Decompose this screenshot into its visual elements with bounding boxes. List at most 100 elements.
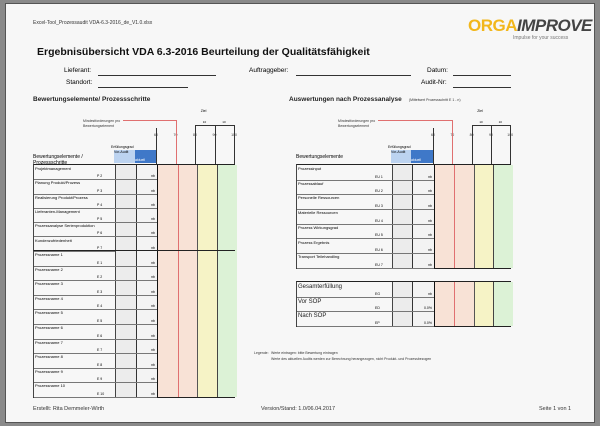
table-row[interactable]: Prozessanalyse Serienproduktion P 6 nb: [34, 222, 157, 238]
row-value: nb: [428, 174, 432, 179]
row-code: EU 1: [375, 174, 383, 179]
yellow-zone: [473, 165, 494, 268]
vor-audit-column: [392, 165, 413, 268]
table-row[interactable]: Prozessname 8 E 8 nb: [34, 353, 157, 369]
row-value: nb: [428, 204, 432, 209]
table-row[interactable]: Prozessname 6 E 6 nb: [34, 324, 157, 340]
logo: ORGAIMPROVE Impulse for your success: [468, 16, 592, 41]
row-name: Realisierung Produkt/Prozess: [35, 194, 88, 200]
row-value: nb: [151, 217, 155, 222]
row-code: P 5: [97, 217, 103, 222]
table-row[interactable]: Prozessname 5 E 5 nb: [34, 309, 157, 325]
row-name: Kundenzufriedenheit: [35, 237, 72, 243]
vor-audit-column: [115, 251, 137, 397]
table-row[interactable]: Lieferanten-Management P 5 nb: [34, 208, 157, 224]
datum-field[interactable]: [453, 75, 511, 76]
table-row[interactable]: Vor SOP ED 0.0%: [297, 297, 434, 312]
audit-nr-label: Audit-Nr:: [421, 79, 447, 86]
table-row[interactable]: Projektmanagement P 2 nb: [34, 165, 157, 181]
report-page: Excel-Tool_Prozessaudit VDA-6.3-2016_de_…: [5, 3, 595, 423]
row-code: E 6: [97, 333, 103, 338]
legend-label: Legende:: [254, 351, 269, 355]
row-code: E 2: [97, 275, 103, 280]
min-requirement-tick: [452, 120, 454, 164]
row-value: nb: [151, 304, 155, 309]
table-row[interactable]: Prozessname 9 E 9 nb: [34, 368, 157, 384]
rating-chart-area: [434, 282, 514, 326]
min-requirement-line: [177, 165, 179, 251]
row-code: P 3: [97, 188, 103, 193]
legend-line-2: Werte des aktuellen Audits werden zur Be…: [271, 357, 432, 361]
row-code: E 4: [97, 304, 103, 309]
row-name: Nach SOP: [298, 313, 327, 319]
row-code: E 3: [97, 289, 103, 294]
row-code: E 1: [97, 260, 103, 265]
scale-tick-line: [156, 128, 157, 164]
table-row[interactable]: Gesamterfüllung EG nb: [297, 282, 434, 298]
footer-version: Version/Stand: 1.0/06.04.2017: [261, 406, 336, 412]
row-value: nb: [428, 189, 432, 194]
table-row[interactable]: Transport Teilehandling EU 7 nb: [297, 253, 434, 269]
table-row[interactable]: Prozessablauf EU 2 nb: [297, 180, 434, 196]
ziel-range-a: 10: [479, 120, 483, 124]
table-row[interactable]: Planung Produkt/Prozess P 3 nb: [34, 179, 157, 195]
green-zone: [492, 165, 514, 268]
table-row[interactable]: Prozess Wirkungsgrad EU 5 nb: [297, 224, 434, 240]
rating-chart-area: [157, 251, 237, 397]
row-value: nb: [151, 318, 155, 323]
table-row[interactable]: Kundenzufriedenheit P 7 nb: [34, 237, 157, 252]
row-name: Prozessanalyse Serienproduktion: [35, 223, 95, 229]
table-row[interactable]: Materielle Ressourcen EU 4 nb: [297, 209, 434, 225]
ziel-range-b: 10: [498, 120, 502, 124]
row-name: Planung Produkt/Prozess: [35, 180, 81, 186]
row-name: Prozessname 7: [35, 339, 63, 345]
aktuell-header: aktuell: [411, 150, 433, 163]
row-name: Lieferanten-Management: [35, 208, 80, 214]
datum-label: Datum:: [427, 67, 448, 74]
auftraggeber-field[interactable]: [296, 75, 411, 76]
scale-tick-line: [490, 125, 492, 164]
row-code: E 10: [97, 391, 105, 396]
min-requirement-tick: [175, 120, 177, 164]
row-value: nb: [428, 291, 432, 296]
aktuell-column: [412, 282, 435, 326]
table-row[interactable]: Prozessname 10 E 10 nb: [34, 382, 157, 398]
table-row[interactable]: Personelle Ressourcen EU 3 nb: [297, 194, 434, 211]
row-name: Prozessname 5: [35, 310, 63, 316]
table-row[interactable]: Prozessname 1 E 1 nb: [34, 251, 157, 267]
row-code: EU 2: [375, 189, 383, 194]
audit-nr-field[interactable]: [453, 87, 511, 88]
table-row[interactable]: Prozessinput EU 1 nb: [297, 165, 434, 181]
table-row[interactable]: Prozessname 7 E 7 nb: [34, 339, 157, 355]
min-requirement-label: Mindestforderungen pro Bewertungselement: [338, 119, 376, 128]
lieferant-field[interactable]: [98, 75, 216, 76]
page-title: Ergebnisübersicht VDA 6.3-2016 Beurteilu…: [37, 46, 370, 58]
result-table: Gesamterfüllung EG nb Vor SOP ED 0.0% Nach SOP…: [296, 281, 514, 327]
yellow-zone: [197, 251, 218, 397]
table-row[interactable]: Nach SOP EP 0.0%: [297, 311, 434, 327]
row-code: EU 3: [375, 204, 383, 209]
table-row[interactable]: Prozessname 3 E 3 nb: [34, 280, 157, 296]
vor-audit-header: Vor-Audit: [114, 150, 135, 163]
row-code: E 8: [97, 362, 103, 367]
footer-author: Erstellt: Rita Demmeler-Wirth: [33, 406, 105, 412]
table-row[interactable]: Prozessname 4 E 4 nb: [34, 295, 157, 311]
row-code: EU 7: [375, 262, 383, 267]
table-row[interactable]: Prozess Ergebnis EU 6 nb: [297, 239, 434, 255]
yellow-zone: [473, 282, 494, 326]
table-row[interactable]: Prozessname 2 E 2 nb: [34, 266, 157, 282]
erfuellungsgrad-label: Erfüllungsgrad: [111, 145, 134, 149]
legend-line-1: Werte eintragen: bitte Bewertung eintrag…: [271, 351, 338, 355]
row-code: P 2: [97, 174, 103, 179]
row-value: nb: [428, 262, 432, 267]
scale-tick-line: [510, 125, 512, 164]
standort-field[interactable]: [98, 87, 188, 88]
section-subtitle: (Mittelwert Prozessschritt E 1 - n): [409, 98, 461, 102]
section-title: Bewertungselemente/ Prozessschritte: [33, 96, 151, 103]
table-row[interactable]: Realisierung Produkt/Prozess P 4 nb: [34, 194, 157, 209]
row-code: EG: [375, 291, 381, 296]
row-name: Prozessname 4: [35, 295, 63, 301]
footer-page: Seite 1 von 1: [539, 406, 572, 412]
row-value: 0.0%: [424, 306, 432, 310]
